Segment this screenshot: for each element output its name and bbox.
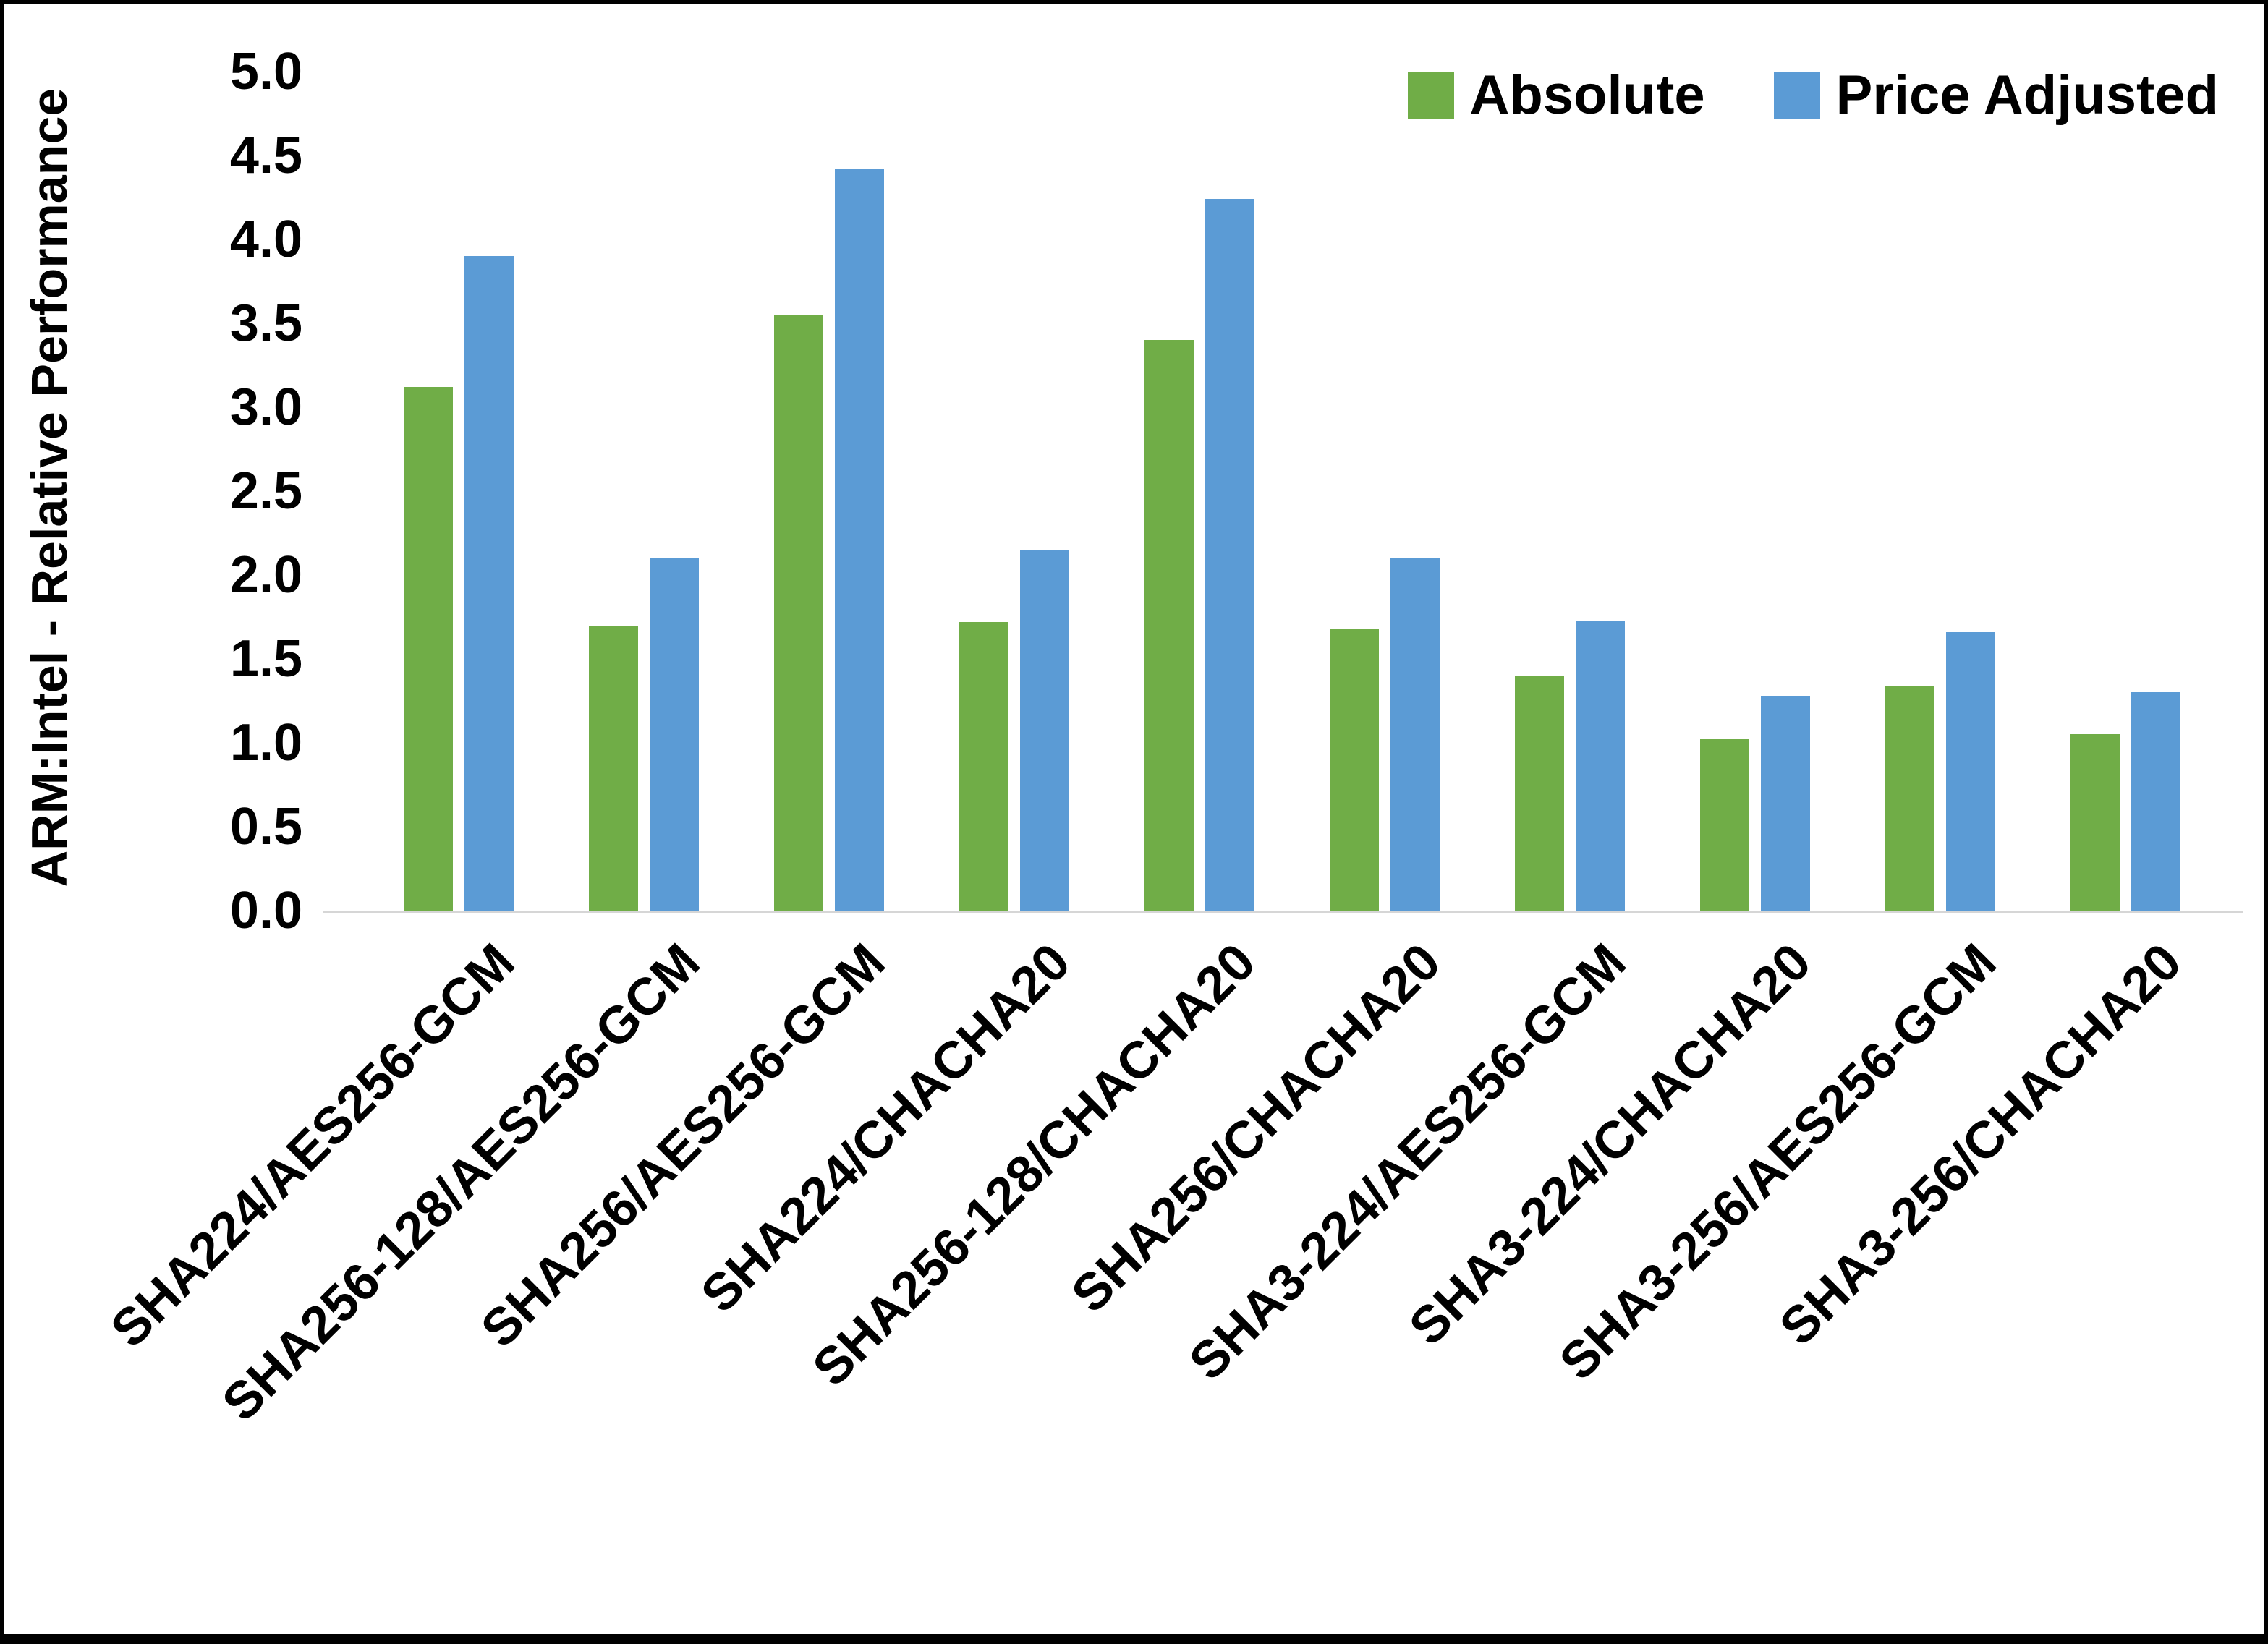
y-tick-label: 2.5 <box>229 462 302 520</box>
bar-price-adjusted <box>1946 631 1995 911</box>
bar-price-adjusted <box>835 169 884 911</box>
bar-price-adjusted <box>650 558 699 911</box>
y-tick-label: 2.0 <box>229 546 302 604</box>
bar-group <box>2033 72 2218 911</box>
bar-absolute <box>1144 340 1194 911</box>
bar-group <box>366 72 551 911</box>
bar-absolute <box>589 625 638 911</box>
legend: Absolute Price Adjusted <box>1407 64 2219 127</box>
bar-price-adjusted <box>1205 199 1254 911</box>
legend-label-absolute: Absolute <box>1469 64 1705 126</box>
legend-swatch-absolute-icon <box>1407 72 1454 119</box>
bar-group <box>1107 72 1292 911</box>
bar-absolute <box>1700 739 1749 911</box>
bar-absolute <box>404 387 453 911</box>
y-tick-label: 3.5 <box>229 294 302 352</box>
legend-item-price-adjusted: Price Adjusted <box>1773 64 2219 127</box>
bar-group <box>1662 72 1848 911</box>
bar-price-adjusted <box>1390 558 1440 911</box>
y-tick-label: 1.5 <box>229 630 302 688</box>
bar-price-adjusted <box>2131 692 2180 911</box>
bar-absolute <box>1515 676 1564 911</box>
bar-price-adjusted <box>1761 696 1810 911</box>
bar-price-adjusted <box>464 256 514 911</box>
bar-group <box>1848 72 2033 911</box>
x-axis-line <box>323 911 2243 913</box>
bar-absolute <box>959 621 1008 911</box>
bar-absolute <box>774 315 823 911</box>
legend-label-price-adjusted: Price Adjusted <box>1835 64 2219 126</box>
bar-group <box>922 72 1107 911</box>
x-category-label: SHA224/CHACHA20 <box>689 932 1082 1324</box>
y-tick-label: 1.0 <box>229 714 302 772</box>
y-tick-label: 5.0 <box>229 43 302 101</box>
bar-absolute <box>1330 629 1379 911</box>
bar-price-adjusted <box>1020 550 1069 911</box>
bar-group <box>1292 72 1477 911</box>
y-tick-label: 0.0 <box>229 882 302 940</box>
bar-absolute <box>1885 686 1934 911</box>
bar-absolute <box>2070 734 2120 911</box>
y-tick-label: 4.0 <box>229 210 302 268</box>
x-category-label: SHA256/CHACHA20 <box>1060 932 1452 1324</box>
bar-group <box>551 72 736 911</box>
bar-price-adjusted <box>1576 620 1625 911</box>
y-tick-label: 3.0 <box>229 378 302 436</box>
bar-group <box>736 72 922 911</box>
bar-group <box>1477 72 1662 911</box>
y-tick-label: 0.5 <box>229 798 302 856</box>
y-tick-label: 4.5 <box>229 127 302 184</box>
legend-item-absolute: Absolute <box>1407 64 1705 127</box>
legend-swatch-price-adjusted-icon <box>1773 72 1820 119</box>
